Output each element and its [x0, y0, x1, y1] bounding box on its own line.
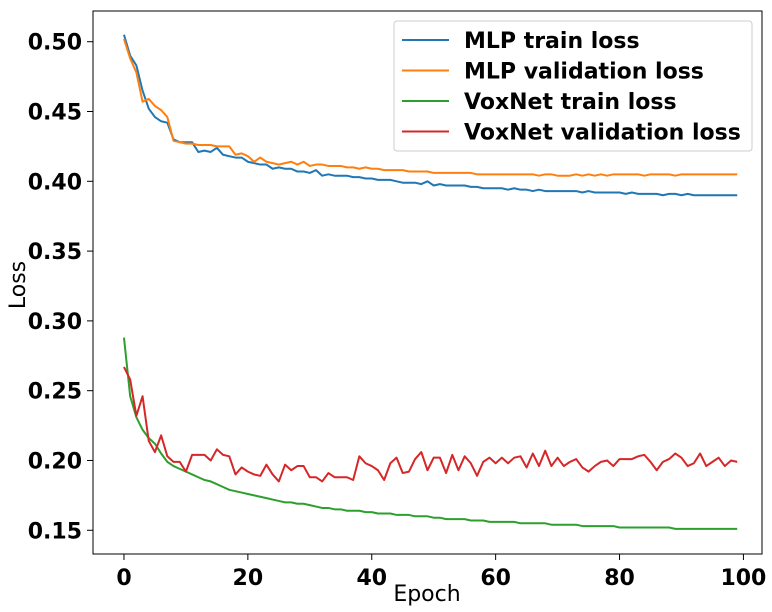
legend: MLP train loss MLP validation loss VoxNet …	[393, 20, 753, 152]
y-tick-label: 0.25	[28, 380, 82, 405]
x-tick-label: 60	[480, 566, 511, 591]
y-axis-title: Loss	[6, 261, 31, 309]
y-tick-label: 0.30	[28, 310, 82, 335]
legend-label-3: VoxNet validation loss	[464, 121, 741, 146]
x-tick-label: 100	[720, 566, 766, 591]
x-axis-title: Epoch	[393, 582, 460, 607]
y-tick-label: 0.40	[28, 170, 82, 195]
y-tick-label: 0.15	[28, 519, 82, 544]
y-tick-label: 0.35	[28, 240, 82, 265]
x-tick-label: 80	[604, 566, 635, 591]
y-tick-label: 0.20	[28, 449, 82, 474]
x-tick-label: 20	[233, 566, 264, 591]
x-tick-label: 40	[356, 566, 387, 591]
series-layer	[122, 34, 738, 530]
y-tick-label: 0.50	[28, 31, 82, 56]
y-tick-label: 0.45	[28, 101, 82, 126]
series-line-3	[123, 366, 738, 483]
tick-layer: 0 20 40 60 80 100 0.15 0.20 0.25 0.30 0.35 0.40 0.45…	[28, 31, 767, 591]
series-line-2	[122, 337, 738, 530]
legend-label-1: MLP validation loss	[464, 60, 704, 85]
legend-label-2: VoxNet train loss	[464, 90, 677, 115]
series-line-1	[123, 38, 738, 177]
x-tick-label: 0	[116, 566, 131, 591]
legend-box	[393, 20, 753, 152]
series-line-0	[123, 34, 738, 197]
legend-label-0: MLP train loss	[464, 29, 640, 54]
plot-frame	[92, 10, 763, 555]
